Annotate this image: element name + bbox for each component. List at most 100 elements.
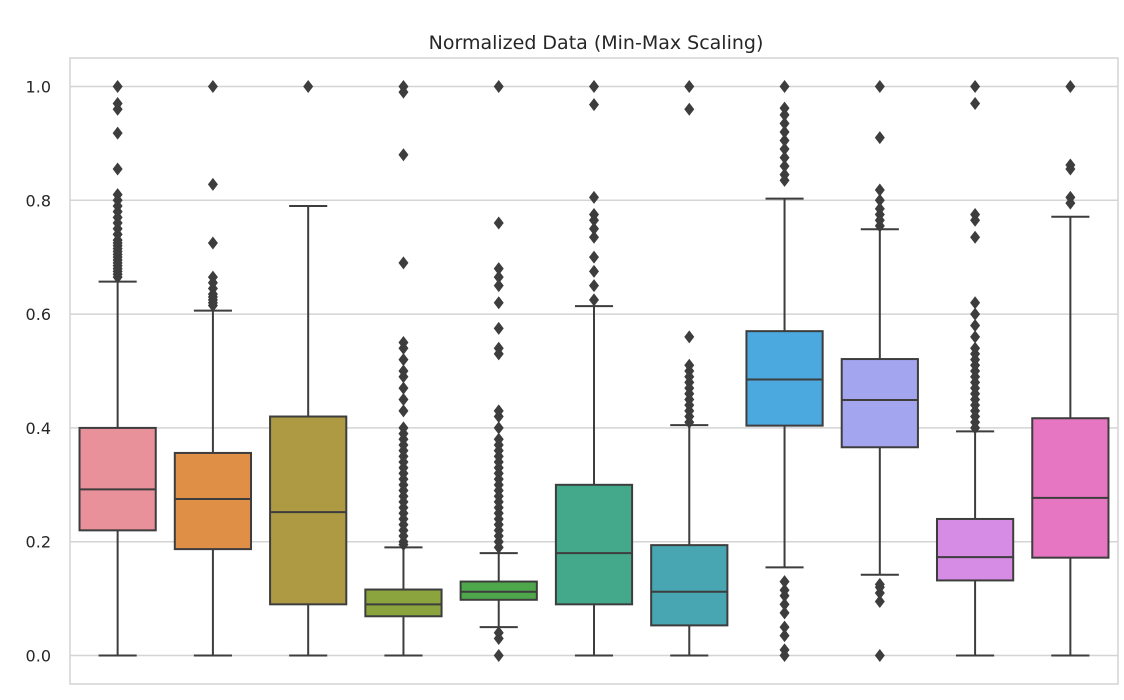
chart-title: Normalized Data (Min-Max Scaling) — [429, 32, 764, 54]
box-group — [269, 79, 348, 657]
outlier-point — [589, 264, 599, 278]
box — [269, 415, 348, 606]
box-group — [78, 79, 157, 657]
outlier-point — [398, 256, 409, 270]
y-tick-label: 0.4 — [26, 419, 51, 438]
outlier-point — [779, 79, 790, 93]
outlier-point — [398, 364, 409, 378]
outlier-point — [779, 101, 790, 115]
outlier-point — [493, 270, 504, 284]
box — [1031, 417, 1110, 559]
outlier-point — [779, 606, 790, 620]
outlier-point — [112, 126, 123, 140]
outlier-point — [970, 230, 981, 244]
outlier-point — [684, 358, 695, 372]
outlier-point — [493, 296, 504, 310]
outlier-point — [112, 162, 123, 176]
outlier-point — [779, 125, 790, 139]
outlier-point — [398, 148, 409, 162]
box-group — [1031, 79, 1110, 657]
outlier-point — [874, 193, 885, 207]
outlier-point — [589, 79, 599, 93]
outlier-point — [970, 296, 981, 310]
outlier-point — [493, 432, 504, 446]
outlier-point — [1065, 79, 1076, 93]
outlier-point — [874, 131, 885, 145]
y-tick-label: 0.6 — [26, 305, 51, 324]
outlier-point — [112, 188, 123, 202]
outlier-point — [970, 318, 981, 332]
outlier-point — [684, 330, 695, 344]
y-tick-label: 1.0 — [26, 77, 51, 96]
box — [459, 580, 538, 601]
box — [935, 517, 1015, 582]
box-group — [650, 79, 729, 657]
outlier-point — [493, 262, 504, 276]
outlier-point — [874, 183, 885, 197]
outlier-point — [684, 102, 695, 116]
outlier-point — [874, 202, 885, 216]
boxes-layer — [78, 79, 1110, 663]
outlier-point — [1065, 158, 1076, 172]
outlier-point — [970, 97, 981, 111]
outlier-point — [398, 381, 409, 395]
box-group — [554, 79, 634, 657]
y-tick-label: 0.8 — [26, 191, 51, 210]
box-group — [173, 79, 253, 657]
outlier-point — [493, 279, 504, 293]
outlier-point — [779, 168, 790, 182]
outlier-point — [589, 230, 599, 244]
box-group — [840, 79, 919, 663]
outlier-point — [779, 583, 790, 597]
outlier-point — [970, 208, 981, 221]
outlier-point — [207, 79, 218, 93]
box-group — [935, 79, 1015, 657]
outlier-point — [970, 307, 981, 321]
y-tick-label: 0.2 — [26, 533, 51, 552]
outlier-point — [398, 79, 409, 93]
outlier-point — [589, 293, 599, 307]
outlier-point — [493, 321, 504, 335]
outlier-point — [970, 341, 981, 355]
outlier-point — [970, 79, 981, 93]
outlier-point — [398, 353, 409, 367]
outlier-point — [779, 620, 790, 634]
outlier-point — [207, 177, 218, 191]
box-group — [364, 79, 443, 657]
outlier-point — [589, 98, 599, 112]
box — [840, 358, 919, 449]
box — [554, 483, 634, 606]
outlier-point — [207, 236, 218, 250]
outlier-point — [207, 270, 218, 284]
outlier-point — [493, 649, 504, 663]
outlier-point — [684, 79, 695, 93]
box-group — [745, 79, 824, 663]
outlier-point — [874, 79, 885, 93]
outlier-point — [779, 134, 790, 148]
outlier-point — [112, 97, 123, 111]
outlier-point — [493, 626, 504, 640]
outlier-point — [493, 404, 504, 418]
outlier-point — [970, 330, 981, 344]
outlier-point — [779, 116, 790, 130]
outlier-point — [779, 108, 790, 122]
outlier-point — [398, 336, 409, 350]
outlier-point — [779, 597, 790, 611]
outlier-point — [779, 142, 790, 156]
outlier-point — [589, 208, 599, 221]
outlier-point — [398, 421, 409, 435]
outlier-point — [874, 594, 885, 608]
outlier-point — [303, 79, 314, 93]
y-axis-ticks: 0.0 0.2 0.4 0.6 0.8 1.0 — [26, 77, 51, 665]
box — [173, 451, 253, 551]
outlier-point — [493, 421, 504, 435]
outlier-point — [874, 649, 885, 663]
outlier-point — [779, 575, 790, 589]
box — [78, 426, 157, 532]
outlier-point — [589, 190, 599, 204]
outlier-point — [493, 79, 504, 93]
y-tick-label: 0.0 — [26, 647, 51, 666]
outlier-point — [1065, 190, 1076, 204]
